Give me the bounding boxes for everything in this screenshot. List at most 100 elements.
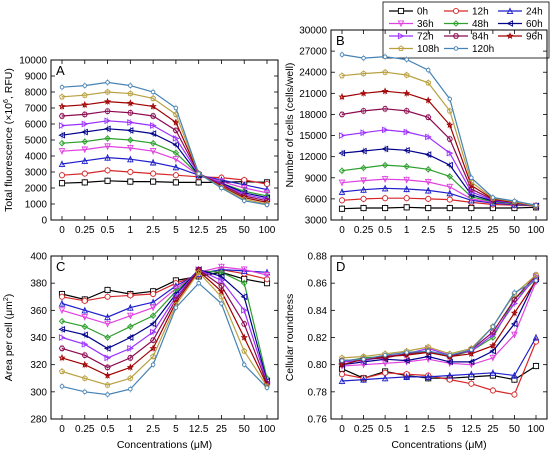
- y-tick-label-b-9: 30000: [299, 26, 327, 37]
- x-tick-label-b-3: 1: [404, 225, 410, 236]
- x-tick-label-c-4: 2.5: [146, 424, 160, 435]
- point-c-36h-7: [218, 263, 225, 271]
- point-d-24h-4: [424, 373, 432, 380]
- legend-marker-0h: [397, 7, 405, 15]
- series-line-b-0h: [341, 206, 537, 210]
- panel-d: 0.760.780.800.820.840.860.880 0.25 0.5 1 2.5…: [284, 252, 548, 451]
- point-c-108h-2: [104, 381, 111, 388]
- point-c-48h-8: [240, 279, 248, 287]
- point-a-48h-5: [172, 149, 180, 157]
- point-c-84h-0: [58, 345, 66, 352]
- point-b-48h-3: [403, 163, 410, 170]
- point-c-12h-2: [104, 293, 111, 300]
- point-b-108h-1: [360, 70, 367, 77]
- legend-marker-24h: [506, 7, 514, 15]
- point-c-72h-7: [218, 277, 226, 284]
- point-b-84h-3: [403, 108, 410, 114]
- y-tick-label-a-5: 5000: [25, 136, 48, 147]
- point-a-120h-1: [82, 83, 88, 88]
- legend-marker-36h: [397, 20, 405, 28]
- point-c-48h-4: [149, 312, 157, 320]
- point-c-60h-1: [81, 331, 88, 339]
- point-d-24h-5: [446, 371, 454, 379]
- series-line-a-96h: [61, 100, 268, 203]
- point-b-36h-2: [381, 176, 389, 183]
- point-a-120h-6: [196, 171, 201, 176]
- point-b-120h-8: [512, 198, 517, 204]
- x-tick-label-d-0: 0: [339, 424, 345, 435]
- point-c-108h-0: [58, 368, 66, 375]
- point-a-72h-5: [172, 135, 180, 142]
- point-a-36h-3: [127, 144, 134, 152]
- point-c-108h-6: [195, 269, 202, 275]
- point-c-96h-4: [149, 344, 157, 352]
- point-c-72h-2: [104, 354, 112, 362]
- point-c-48h-2: [104, 334, 111, 341]
- point-a-0h-6: [195, 179, 202, 186]
- y-tick-label-a-6: 6000: [25, 120, 48, 131]
- point-b-84h-1: [360, 108, 367, 114]
- y-tick-label-c-5: 380: [30, 279, 47, 290]
- point-d-120h-6: [469, 347, 474, 352]
- point-a-24h-5: [172, 163, 180, 171]
- point-b-84h-5: [446, 136, 453, 142]
- point-c-36h-2: [104, 320, 111, 328]
- point-d-120h-1: [361, 356, 366, 362]
- legend-item-48h: 48h: [444, 19, 489, 30]
- point-a-0h-3: [127, 178, 134, 185]
- x-tick-label-b-8: 50: [509, 225, 521, 236]
- point-a-96h-0: [58, 102, 66, 110]
- point-c-108h-1: [81, 375, 88, 381]
- series-d-24h: [338, 333, 540, 385]
- point-c-36h-1: [81, 314, 89, 321]
- point-b-120h-7: [490, 195, 496, 200]
- point-b-72h-4: [425, 133, 432, 141]
- x-tick-label-d-9: 100: [528, 424, 545, 435]
- point-d-120h-3: [404, 350, 409, 355]
- point-b-24h-3: [403, 185, 410, 193]
- x-tick-label-d-3: 1: [404, 424, 410, 435]
- point-b-24h-2: [381, 184, 389, 192]
- point-b-72h-3: [403, 128, 411, 136]
- point-b-96h-3: [403, 89, 411, 97]
- point-c-84h-7: [218, 283, 225, 289]
- point-a-120h-2: [105, 80, 110, 85]
- series-line-d-96h: [341, 280, 537, 366]
- point-a-108h-1: [81, 92, 88, 98]
- y-tick-label-c-1: 300: [30, 387, 47, 398]
- point-a-12h-3: [127, 168, 134, 176]
- series-line-c-60h: [61, 268, 268, 382]
- legend-item-0h: 0h: [389, 7, 428, 18]
- point-c-24h-1: [81, 306, 89, 314]
- point-a-60h-5: [172, 141, 179, 149]
- y-tick-label-d-0: 0.76: [308, 415, 328, 426]
- series-line-b-12h: [341, 197, 537, 207]
- series-a-12h: [58, 166, 271, 188]
- point-d-96h-0: [338, 360, 346, 368]
- point-c-84h-2: [104, 364, 111, 371]
- legend-item-108h: 108h: [389, 44, 439, 55]
- series-line-a-48h: [61, 137, 268, 197]
- point-d-12h-7: [489, 387, 496, 394]
- point-d-96h-3: [403, 351, 411, 359]
- point-c-72h-0: [58, 334, 66, 341]
- point-a-36h-0: [58, 148, 66, 155]
- point-b-36h-0: [338, 179, 346, 187]
- point-b-120h-4: [425, 67, 431, 73]
- legend-item-36h: 36h: [389, 19, 434, 30]
- point-a-72h-1: [81, 120, 89, 128]
- point-d-60h-8: [510, 320, 518, 328]
- point-c-72h-8: [241, 307, 248, 314]
- series-line-a-84h: [61, 110, 268, 202]
- y-tick-label-c-3: 340: [30, 333, 47, 344]
- y-tick-label-b-7: 24000: [299, 68, 327, 79]
- point-c-120h-2: [105, 392, 110, 397]
- x-tick-label-c-2: 0.5: [101, 424, 115, 435]
- point-b-0h-1: [360, 204, 367, 212]
- point-b-72h-5: [446, 149, 454, 157]
- point-d-120h-0: [339, 358, 345, 363]
- point-c-24h-0: [58, 299, 66, 307]
- y-tick-label-b-5: 18000: [299, 110, 327, 121]
- point-c-12h-1: [81, 297, 88, 304]
